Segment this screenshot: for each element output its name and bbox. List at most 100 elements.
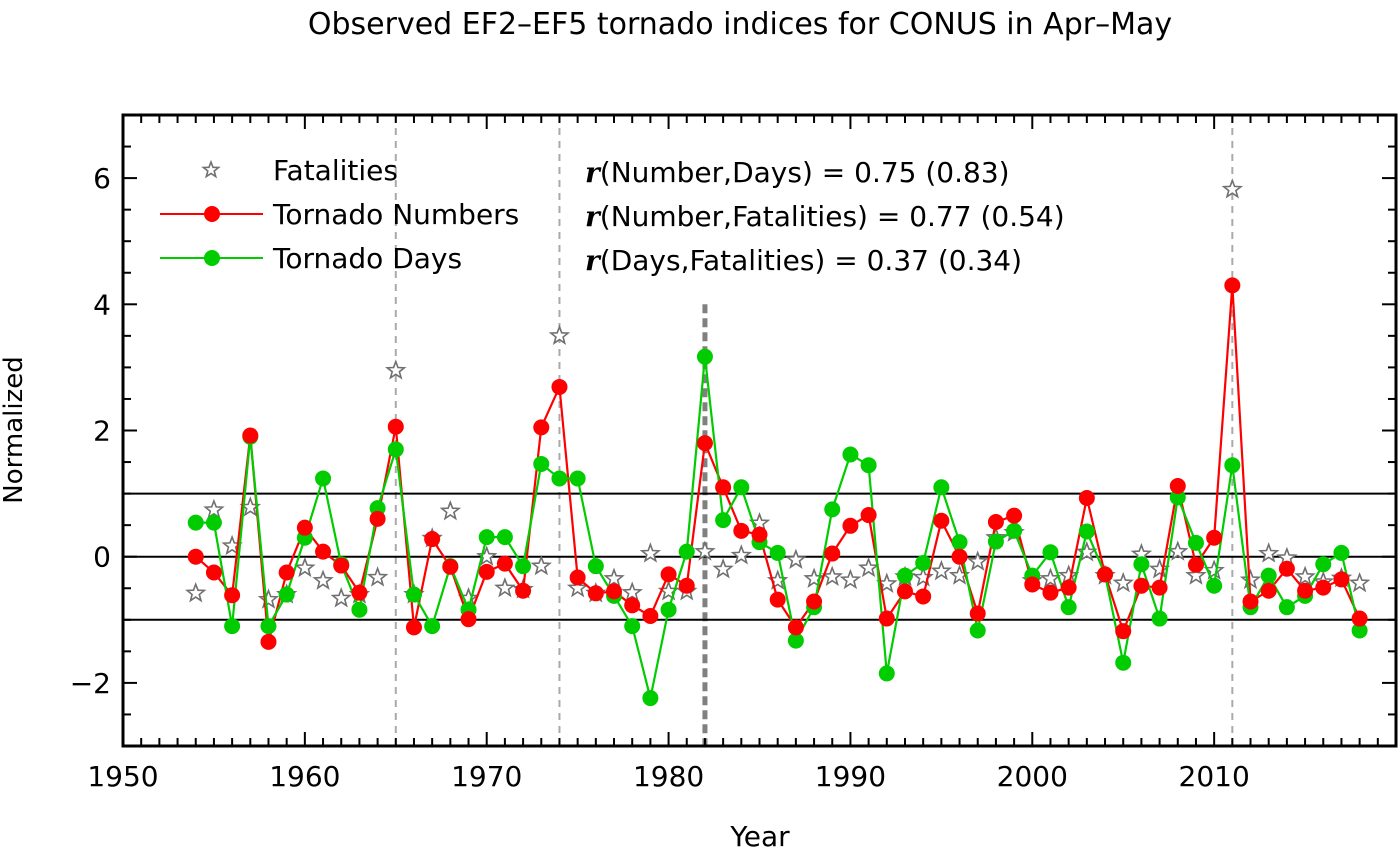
tornado-numbers-point [769, 591, 786, 608]
fatalities-point [857, 556, 880, 578]
tornado-numbers-point [624, 597, 641, 614]
fatalities-point [1148, 557, 1171, 579]
tornado-days-point [205, 514, 222, 531]
tornado-days-point [987, 533, 1004, 550]
fatalities-point [603, 567, 625, 588]
tornado-days-point [260, 618, 277, 635]
plot-area: 1950 1960 1970 1980 1990 2000 2010 −2 0 2 4 6 [70, 113, 1398, 793]
tornado-numbers-point [533, 419, 550, 436]
fatalities-point [530, 554, 552, 576]
tornado-days-point [678, 543, 695, 560]
tornado-days-point [951, 534, 968, 551]
tornado-numbers-point [587, 585, 604, 602]
tornado-numbers-point [351, 584, 368, 601]
tornado-numbers-point [242, 427, 259, 444]
legend-label: Fatalities [273, 154, 398, 187]
tornado-numbers-point [642, 608, 659, 625]
tornado-days-point [824, 501, 841, 518]
tornado-numbers-point [715, 479, 732, 496]
fatalities-point [694, 540, 716, 561]
tornado-numbers-point [787, 619, 804, 636]
tornado-numbers-point [842, 517, 859, 534]
x-tick-label: 1980 [633, 760, 704, 793]
tornado-numbers-point [187, 548, 204, 565]
legend: Fatalities Tornado Numbers Tornado Days [160, 154, 519, 275]
tornado-numbers-point [460, 611, 477, 628]
tornado-days-point [915, 555, 932, 572]
tornado-numbers-point [1351, 610, 1368, 627]
y-tick-label: 4 [93, 288, 111, 321]
tornado-days-point [969, 622, 986, 639]
tornado-days-point [842, 446, 859, 463]
legend-label: Tornado Days [272, 242, 462, 275]
fatalities-point [330, 587, 352, 608]
tornado-days-point [496, 529, 513, 546]
r-symbol: r [585, 244, 602, 277]
tornado-days-point [278, 586, 295, 603]
tornado-days-point [387, 441, 404, 458]
tornado-days-point [351, 601, 368, 618]
tornado-numbers-point [733, 522, 750, 539]
tornado-numbers-point [660, 566, 677, 583]
y-tick-label: 2 [93, 415, 111, 448]
tornado-numbers-point [878, 610, 895, 627]
tornado-days-point [569, 470, 586, 487]
legend-dot-icon [204, 250, 220, 266]
tornado-days-point [405, 586, 422, 603]
tornado-days-point [224, 618, 241, 635]
tornado-numbers-point [278, 564, 295, 581]
x-tick-label: 1960 [269, 760, 340, 793]
tornado-numbers-point [1060, 579, 1077, 596]
tornado-numbers-point [515, 582, 532, 599]
r-symbol: r [585, 200, 602, 233]
fatalities-point [1039, 567, 1062, 588]
y-tick-label: −2 [70, 667, 111, 700]
fatalities-point [621, 581, 643, 602]
tornado-days-point [1169, 489, 1186, 506]
tornado-days-point [1060, 599, 1077, 616]
tornado-days-point [787, 632, 804, 649]
fatalities-point [312, 569, 334, 590]
tornado-numbers-point [1097, 566, 1114, 583]
tornado-days-point [1115, 654, 1132, 671]
tornado-numbers-point [1224, 277, 1241, 294]
fatalities-point [1167, 540, 1189, 561]
tornado-numbers-point [1297, 582, 1314, 599]
tornado-days-point [769, 544, 786, 561]
fatalities-point [839, 568, 862, 590]
fatalities-point [712, 558, 734, 579]
tornado-numbers-point [1242, 593, 1259, 610]
tornado-numbers-point [1006, 507, 1023, 524]
x-tick-label: 1970 [451, 760, 522, 793]
tornado-numbers-point [751, 526, 768, 543]
tornado-days-point [878, 665, 895, 682]
tornado-numbers-point [696, 435, 713, 452]
x-tick-label: 2010 [1179, 760, 1250, 793]
tornado-numbers-point [1133, 577, 1150, 594]
tornado-days-point [733, 479, 750, 496]
fatalities-point [185, 582, 207, 603]
x-tick-label: 2000 [997, 760, 1068, 793]
tornado-numbers-point [824, 545, 841, 562]
tornado-numbers-point [569, 569, 586, 586]
tornado-numbers-point [1151, 579, 1168, 596]
y-tick-label: 0 [93, 541, 111, 574]
tornado-days-point [1078, 523, 1095, 540]
fatalities-point [385, 359, 407, 380]
fatalities-point [548, 324, 571, 345]
tornado-days-point [515, 558, 532, 575]
tornado-days-point [860, 457, 877, 474]
tornado-numbers-point [1042, 584, 1059, 601]
correlation-value: (Number,Days) = 0.75 (0.83) [600, 156, 1010, 189]
tornado-days-point [1278, 599, 1295, 616]
tornado-numbers-point [442, 558, 459, 575]
tornado-numbers-point [224, 587, 241, 604]
tornado-numbers-point [1278, 560, 1295, 577]
tornado-days-point [1315, 556, 1332, 573]
tornado-days-point [1187, 534, 1204, 551]
tornado-numbers-point [915, 588, 932, 605]
fatalities-point [1203, 559, 1225, 580]
tornado-numbers-point [315, 543, 332, 560]
fatalities-point [257, 588, 280, 609]
tornado-numbers-point [951, 548, 968, 565]
